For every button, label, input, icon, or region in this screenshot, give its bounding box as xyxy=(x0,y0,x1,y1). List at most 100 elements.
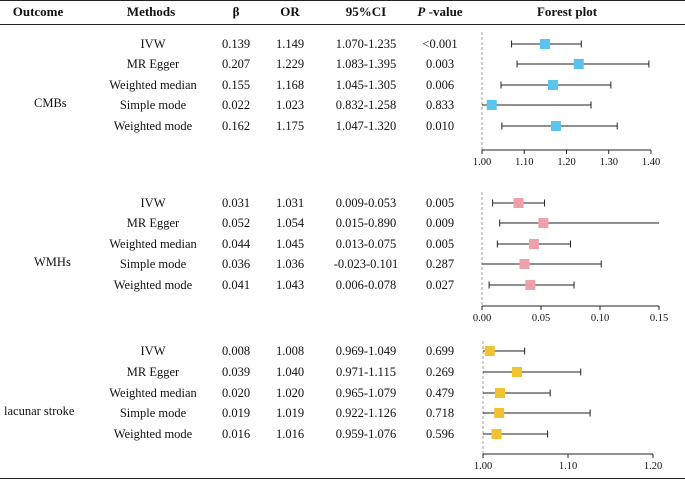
beta-cell: 0.020 xyxy=(221,386,251,400)
p-cell: 0.596 xyxy=(425,427,455,441)
or-cell: 1.175 xyxy=(275,119,305,133)
method-cell: Weighted median xyxy=(109,237,197,251)
x-tick-label: 0.15 xyxy=(650,313,668,324)
method-cell: Simple mode xyxy=(119,98,187,112)
beta-cell: 0.039 xyxy=(221,365,251,379)
point-estimate-marker xyxy=(528,239,539,249)
beta-cell: 0.031 xyxy=(221,196,251,210)
point-estimate-marker xyxy=(573,59,584,69)
method-cell: Weighted median xyxy=(109,386,197,400)
beta-cell: 0.044 xyxy=(221,237,251,251)
beta-cell: 0.041 xyxy=(221,278,251,292)
method-cell: Simple mode xyxy=(119,257,187,271)
beta-cell: 0.019 xyxy=(221,406,251,420)
method-cell: IVW xyxy=(140,37,166,51)
point-estimate-marker xyxy=(513,198,524,208)
x-tick-label: 1.10 xyxy=(559,461,577,472)
x-tick-label: 0.00 xyxy=(473,313,491,324)
p-cell: 0.269 xyxy=(425,365,455,379)
p-cell: 0.027 xyxy=(425,278,455,292)
ci-cell: 0.959-1.076 xyxy=(335,427,397,441)
ci-cell: 1.047-1.320 xyxy=(335,119,397,133)
beta-cell: 0.052 xyxy=(221,216,251,230)
p-cell: 0.003 xyxy=(425,57,455,71)
beta-cell: 0.022 xyxy=(221,98,251,112)
point-estimate-marker xyxy=(484,346,495,356)
method-cell: MR Egger xyxy=(126,216,180,230)
point-estimate-marker xyxy=(550,121,561,131)
x-tick-label: 1.10 xyxy=(515,157,533,168)
ci-cell: 0.969-1.049 xyxy=(335,344,397,358)
method-cell: IVW xyxy=(140,196,166,210)
method-cell: Weighted mode xyxy=(113,278,193,292)
x-tick-label: 1.40 xyxy=(642,157,660,168)
header-beta: β xyxy=(232,4,240,19)
ci-cell: 1.045-1.305 xyxy=(335,78,397,92)
ci-cell: 0.015-0.890 xyxy=(335,216,397,230)
x-tick-label: 0.05 xyxy=(532,313,550,324)
x-tick-label: 0.10 xyxy=(591,313,609,324)
p-cell: 0.009 xyxy=(425,216,455,230)
method-cell: IVW xyxy=(140,344,166,358)
beta-cell: 0.162 xyxy=(221,119,251,133)
header-methods: Methods xyxy=(126,4,176,19)
x-tick-label: 1.20 xyxy=(557,157,575,168)
header-pvalue: P -value xyxy=(417,4,462,20)
ci-cell: -0.023-0.101 xyxy=(333,257,399,271)
p-cell: 0.699 xyxy=(425,344,455,358)
or-cell: 1.045 xyxy=(275,237,305,251)
ci-cell: 0.006-0.078 xyxy=(335,278,397,292)
point-estimate-marker xyxy=(525,280,536,290)
or-cell: 1.043 xyxy=(275,278,305,292)
ci-cell: 0.922-1.126 xyxy=(335,406,397,420)
x-tick-label: 1.00 xyxy=(473,157,491,168)
ci-cell: 0.009-0.053 xyxy=(335,196,397,210)
method-cell: MR Egger xyxy=(126,57,180,71)
x-tick-label: 1.20 xyxy=(644,461,662,472)
p-cell: 0.718 xyxy=(425,406,455,420)
p-cell: 0.005 xyxy=(425,237,455,251)
point-estimate-marker xyxy=(486,100,497,110)
table-bottom-rule xyxy=(0,478,685,479)
beta-cell: 0.016 xyxy=(221,427,251,441)
header-or: OR xyxy=(280,4,300,19)
or-cell: 1.149 xyxy=(275,37,305,51)
beta-cell: 0.139 xyxy=(221,37,251,51)
header-pvalue-italic: P xyxy=(417,4,426,19)
p-cell: <0.001 xyxy=(422,37,458,51)
header-ci: 95%CI xyxy=(345,4,387,19)
point-estimate-marker xyxy=(512,367,522,377)
or-cell: 1.016 xyxy=(275,427,305,441)
point-estimate-marker xyxy=(491,429,502,439)
or-cell: 1.229 xyxy=(275,57,305,71)
header-pvalue-suffix: -value xyxy=(425,4,463,19)
p-cell: 0.006 xyxy=(425,78,455,92)
or-cell: 1.019 xyxy=(275,406,305,420)
method-cell: MR Egger xyxy=(126,365,180,379)
beta-cell: 0.036 xyxy=(221,257,251,271)
method-cell: Weighted mode xyxy=(113,427,193,441)
beta-cell: 0.008 xyxy=(221,344,251,358)
method-cell: Weighted mode xyxy=(113,119,193,133)
ci-cell: 0.965-1.079 xyxy=(335,386,397,400)
p-cell: 0.005 xyxy=(425,196,455,210)
p-cell: 0.010 xyxy=(425,119,455,133)
outcome-label-wmhs: WMHs xyxy=(34,255,71,269)
point-estimate-marker xyxy=(547,80,558,90)
or-cell: 1.168 xyxy=(275,78,305,92)
point-estimate-marker xyxy=(538,218,549,228)
outcome-label-cmbs: CMBs xyxy=(34,96,67,110)
x-tick-label: 1.30 xyxy=(600,157,618,168)
x-tick-label: 1.00 xyxy=(474,461,492,472)
p-cell: 0.287 xyxy=(425,257,455,271)
or-cell: 1.054 xyxy=(275,216,305,230)
header-outcome: Outcome xyxy=(12,4,64,19)
header-bottom-rule xyxy=(0,24,685,25)
or-cell: 1.023 xyxy=(275,98,305,112)
point-estimate-marker xyxy=(495,388,505,398)
method-cell: Weighted median xyxy=(109,78,197,92)
point-estimate-marker xyxy=(539,39,550,49)
p-cell: 0.833 xyxy=(425,98,455,112)
